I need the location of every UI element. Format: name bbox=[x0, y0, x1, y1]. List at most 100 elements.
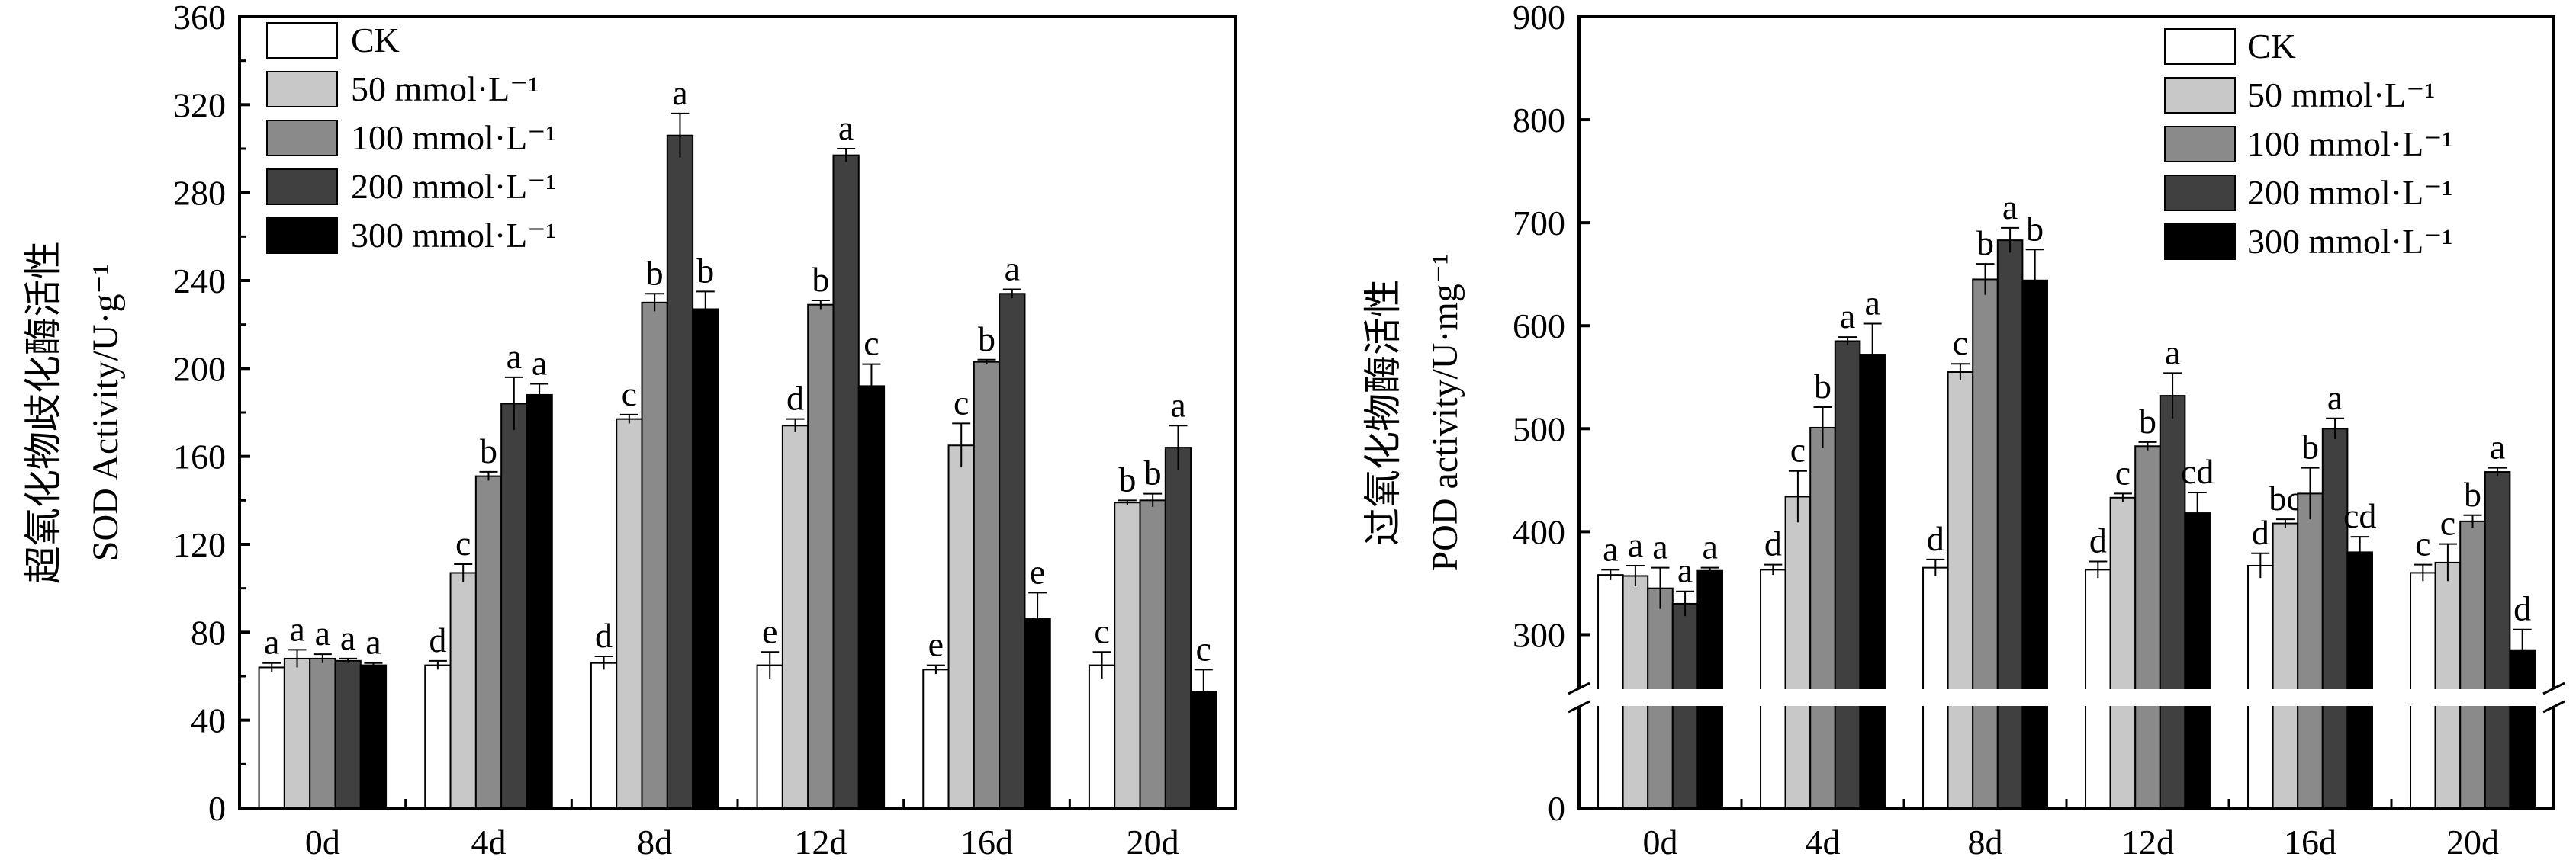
bar bbox=[2184, 512, 2211, 809]
significance-label: d bbox=[1764, 525, 1782, 563]
legend-label: 100 mmol·L⁻¹ bbox=[2247, 124, 2452, 163]
significance-label: a bbox=[2327, 378, 2343, 417]
significance-label: b bbox=[812, 260, 829, 299]
legend-swatch bbox=[2164, 223, 2236, 260]
significance-label: c bbox=[622, 374, 637, 413]
x-tick-label: 4d bbox=[1806, 823, 1841, 861]
bar bbox=[1139, 499, 1166, 809]
significance-label: a bbox=[365, 623, 381, 662]
bar bbox=[309, 657, 336, 810]
significance-label: c bbox=[1196, 629, 1211, 668]
x-tick-label: 16d bbox=[960, 823, 1013, 861]
bar bbox=[1834, 340, 1861, 809]
y-tick-label: 400 bbox=[1513, 512, 1565, 551]
bar bbox=[641, 301, 668, 810]
significance-label: c bbox=[455, 524, 471, 563]
significance-label: a bbox=[315, 614, 330, 653]
significance-label: c bbox=[2440, 504, 2455, 543]
significance-label: a bbox=[2490, 428, 2505, 467]
axis-break-mark bbox=[2542, 700, 2565, 714]
bar bbox=[2021, 279, 2048, 809]
y-tick-label: 320 bbox=[173, 85, 226, 124]
bar bbox=[526, 393, 553, 809]
significance-label: bc bbox=[2269, 479, 2301, 518]
axis-break-mark bbox=[1568, 700, 1590, 714]
legend-label: 200 mmol·L⁻¹ bbox=[351, 167, 556, 206]
x-tick-label: 4d bbox=[471, 823, 507, 861]
bar bbox=[922, 669, 950, 809]
bar bbox=[2509, 649, 2536, 809]
y-tick-label: 800 bbox=[1513, 101, 1565, 140]
legend-label: 200 mmol·L⁻¹ bbox=[2247, 173, 2452, 212]
significance-label: c bbox=[863, 324, 879, 363]
bar bbox=[666, 134, 694, 809]
x-tick-label: 0d bbox=[1643, 823, 1678, 861]
y-tick-label: 300 bbox=[1513, 615, 1565, 654]
bar bbox=[2321, 428, 2349, 809]
significance-label: a bbox=[532, 344, 547, 383]
significance-label: b bbox=[2139, 402, 2156, 441]
bar bbox=[283, 657, 311, 810]
significance-label: e bbox=[762, 611, 777, 650]
legend-label: 300 mmol·L⁻¹ bbox=[351, 216, 556, 255]
bar bbox=[2484, 471, 2511, 809]
x-tick-label: 8d bbox=[1968, 823, 2003, 861]
significance-label: e bbox=[1030, 552, 1045, 591]
bar bbox=[2459, 520, 2486, 810]
bar bbox=[1164, 447, 1192, 810]
significance-label: e bbox=[928, 625, 944, 664]
bar bbox=[2297, 492, 2324, 809]
bar bbox=[781, 425, 809, 809]
legend-swatch bbox=[266, 71, 338, 107]
y-tick-label: 240 bbox=[173, 261, 226, 300]
x-tick-label: 16d bbox=[2284, 823, 2336, 861]
y-tick-label: 900 bbox=[1513, 0, 1565, 37]
significance-label: a bbox=[1005, 249, 1020, 288]
bar bbox=[1972, 278, 1999, 809]
significance-label: a bbox=[1840, 297, 1855, 335]
legend-swatch bbox=[266, 22, 338, 59]
y-axis-title-en: SOD Activity/U·g⁻¹ bbox=[85, 264, 126, 561]
bar bbox=[359, 664, 388, 809]
bar bbox=[692, 308, 719, 809]
legend-label: 50 mmol·L⁻¹ bbox=[351, 69, 539, 108]
y-tick-label: 360 bbox=[173, 0, 226, 37]
significance-label: b bbox=[1976, 223, 1994, 262]
bar bbox=[2247, 564, 2274, 810]
y-tick-label: 120 bbox=[173, 525, 226, 564]
bar bbox=[424, 664, 452, 809]
y-tick-label: 600 bbox=[1513, 306, 1565, 345]
bar bbox=[2272, 522, 2299, 810]
significance-label: d bbox=[429, 621, 446, 659]
bar bbox=[973, 361, 1001, 809]
x-tick-label: 12d bbox=[2121, 823, 2174, 861]
significance-label: d bbox=[786, 379, 804, 418]
significance-label: c bbox=[1953, 323, 1968, 362]
bar bbox=[1024, 618, 1051, 809]
significance-label: cd bbox=[2181, 452, 2214, 491]
significance-label: d bbox=[2252, 513, 2269, 552]
x-tick-label: 12d bbox=[794, 823, 847, 861]
legend-swatch bbox=[2164, 77, 2236, 114]
bar bbox=[832, 154, 860, 809]
legend-label: 300 mmol·L⁻¹ bbox=[2247, 222, 2452, 261]
bar bbox=[1760, 569, 1786, 810]
bar bbox=[1996, 239, 2024, 809]
bar bbox=[449, 572, 477, 809]
significance-label: d bbox=[1927, 519, 1944, 558]
significance-label: a bbox=[838, 108, 854, 147]
x-tick-label: 0d bbox=[305, 823, 340, 861]
bar bbox=[2085, 569, 2111, 810]
significance-label: a bbox=[507, 337, 522, 376]
bar bbox=[1088, 664, 1116, 809]
bar bbox=[1947, 371, 1974, 809]
significance-label: c bbox=[954, 383, 969, 422]
bar bbox=[258, 666, 285, 810]
bar bbox=[807, 303, 835, 809]
bar bbox=[500, 403, 528, 809]
sod-chart: 0 40 80 120 160 200 240 280 320 360 0d 4d 8d 12d 16d 20… bbox=[22, 0, 1237, 861]
bar bbox=[1922, 566, 1949, 810]
significance-label: d bbox=[2513, 589, 2531, 628]
bar bbox=[999, 293, 1026, 809]
